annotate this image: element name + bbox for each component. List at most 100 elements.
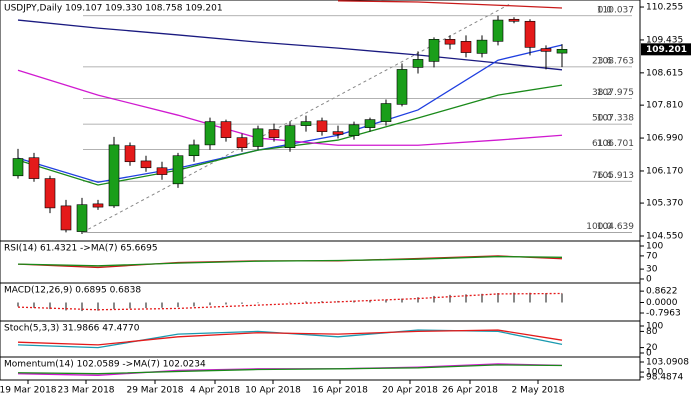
y-tick-label: 105.370 [646,199,683,209]
candle-body [524,20,536,48]
x-tick-label: 2 May 2018 [512,386,565,396]
fib-value-label: 107.975 [597,88,634,98]
macd-bar [561,293,563,303]
macd-bar [545,293,547,303]
x-tick-label: 29 Mar 2018 [126,386,183,396]
y-tick-label: 0.8622 [646,287,678,297]
candle-body [28,157,40,179]
y-tick-label: 104.550 [646,231,683,241]
y-tick-label: 109.435 [646,35,683,45]
macd-bar [449,294,451,303]
macd-bar [289,301,291,303]
macd-bar [129,302,131,309]
macd-bar [177,302,179,308]
candle-body [236,137,248,148]
panel-title: RSI(14) 61.4321 ->MA(7) 65.6695 [4,244,158,254]
indicator-line [17,69,563,146]
y-tick-label: 108.615 [646,68,683,78]
fib-value-label: 107.338 [597,114,634,124]
y-tick-label: 0 [646,349,652,359]
candle-body [284,125,296,148]
fib-level-label: 100.0 [586,222,612,232]
macd-bar [401,298,403,303]
macd-bar [321,301,323,303]
candle-body [540,48,552,52]
y-tick-label: 0.0000 [646,298,678,308]
y-tick-label: 106.990 [646,134,683,144]
y-tick-label: 100 [646,322,663,332]
candle-body [444,39,456,45]
candle-body [76,204,88,232]
candle-body [44,178,56,209]
indicator-line [17,329,563,349]
fib-level-label: 50.0 [592,114,612,124]
indicator-line [17,329,563,346]
fib-value-label: 106.701 [597,139,634,149]
candle-body [380,103,392,122]
x-tick-label: 16 Apr 2018 [312,386,368,396]
y-tick-label: 70 [646,251,658,261]
candle-body [124,145,136,163]
macd-bar [17,302,19,307]
macd-bar [385,299,387,303]
macd-bar [81,302,83,312]
y-tick-label: 110.255 [646,3,683,13]
macd-bar [417,297,419,303]
macd-bar [481,293,483,303]
indicator-line [337,0,563,9]
candle-body [268,129,280,138]
macd-bar [225,302,227,305]
y-tick-label: -0.7963 [646,308,681,318]
fib-level-label: 76.4 [592,171,612,181]
y-tick-label: 106.170 [646,166,683,176]
candle-body [476,39,488,54]
macd-bar [209,302,211,306]
candle-body [60,205,72,231]
candle-body [428,39,440,62]
panel-title: MACD(12,26,9) 0.6895 0.6838 [4,286,141,296]
candle-body [252,128,264,147]
candle-body [12,158,24,177]
macd-bar [145,302,147,309]
fib-value-label: 104.639 [597,222,634,232]
x-tick-label: 10 Apr 2018 [245,386,301,396]
macd-bar [113,302,115,310]
macd-bar [193,302,195,307]
macd-bar [305,301,307,303]
indicator-line [17,292,563,311]
x-tick-label: 19 Mar 2018 [0,386,57,396]
candle-body [220,121,232,138]
y-tick-label: 100 [646,242,663,252]
candle-body [300,121,312,126]
fib-level-label: 23.6 [592,56,612,66]
macd-bar [465,294,467,303]
candle-body [316,120,328,132]
macd-bar [513,292,515,303]
plot-frame [0,0,641,381]
macd-bar [433,295,435,303]
candle-body [364,119,376,128]
candle-body [204,121,216,146]
fib-level-label: 61.8 [592,139,612,149]
candle-body [140,160,152,169]
candle-body [348,124,360,136]
macd-bar [529,292,531,303]
macd-bar [49,302,51,310]
candle-body [172,155,184,185]
candle-body [92,203,104,208]
candle-body [460,41,472,53]
panel-title: Stoch(5,3,3) 31.9866 47.4770 [4,324,140,334]
chart-title: USDJPY,Daily 109.107 109.330 108.758 109… [4,4,223,14]
y-tick-label: 30 [646,265,658,275]
x-tick-label: 26 Apr 2018 [442,386,498,396]
fib-level-label: 0.0 [598,5,613,15]
candle-body [332,131,344,135]
candle-body [412,59,424,68]
candle-body [188,144,200,157]
y-tick-label: 80 [646,327,658,337]
indicator-line [17,19,563,71]
fib-level-label: 38.2 [592,88,612,98]
macd-bar [161,302,163,308]
fib-value-label: 108.763 [597,56,634,66]
